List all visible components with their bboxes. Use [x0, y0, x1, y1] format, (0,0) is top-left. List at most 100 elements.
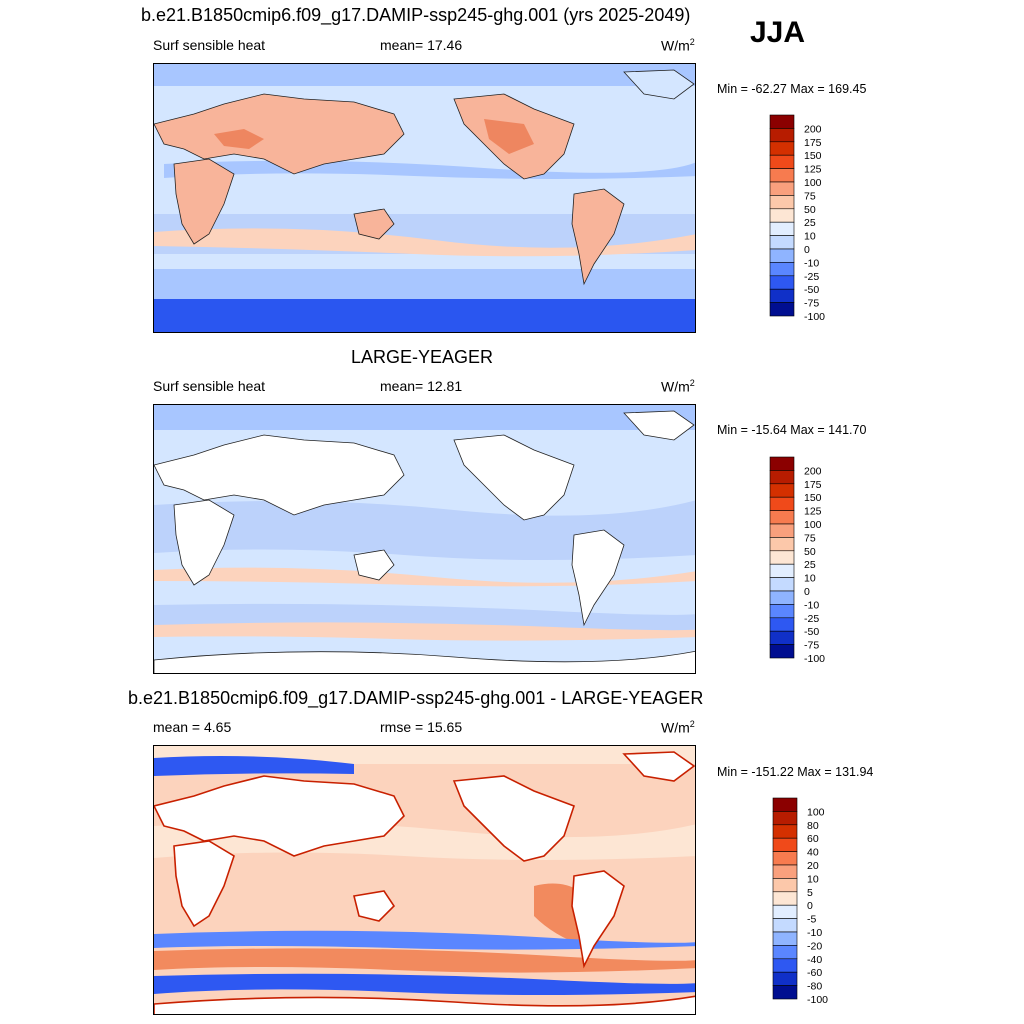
colorbar-swatch	[769, 141, 795, 156]
colorbar-tick-label: -75	[804, 298, 819, 310]
colorbar-swatch	[769, 590, 795, 605]
colorbar-swatch	[772, 864, 798, 879]
colorbar-swatch	[769, 128, 795, 143]
colorbar-swatch	[772, 837, 798, 852]
colorbar-swatch	[772, 824, 798, 839]
colorbar-swatch	[769, 195, 795, 210]
colorbar-swatch	[769, 114, 795, 129]
colorbar-tick-label: 100	[804, 519, 822, 531]
colorbar-swatch	[769, 550, 795, 565]
colorbar-tick-label: 175	[804, 479, 822, 491]
colorbar-swatch	[769, 523, 795, 538]
colorbar-swatch	[769, 262, 795, 277]
colorbar-tick-label: 50	[804, 546, 816, 558]
panel-2-mean-label: mean= 12.81	[380, 378, 463, 394]
colorbar-tick-label: 20	[807, 860, 819, 872]
colorbar-swatch	[769, 168, 795, 183]
colorbar-tick-label: -80	[807, 981, 822, 993]
panel-2-variable-label: Surf sensible heat	[153, 378, 266, 394]
panel-2-units: W/m2	[661, 378, 695, 395]
colorbar-tick-label: -40	[807, 954, 822, 966]
colorbar-swatch	[769, 235, 795, 250]
colorbar-tick-label: -100	[804, 311, 825, 323]
colorbar-swatch	[769, 275, 795, 290]
panel-3-units: W/m2	[661, 719, 695, 736]
land-masses	[154, 410, 695, 673]
colorbar-tick-label: -75	[804, 640, 819, 652]
panel-3-title: b.e21.B1850cmip6.f09_g17.DAMIP-ssp245-gh…	[128, 688, 704, 708]
colorbar-tick-label: -20	[807, 940, 822, 952]
colorbar-tick-label: -10	[807, 927, 822, 939]
colorbar-tick-label: 40	[807, 847, 819, 859]
colorbar-tick-label: -5	[807, 914, 816, 926]
colorbar-swatch	[769, 577, 795, 592]
panel-3-map	[153, 745, 696, 1015]
panel-2-colorbar: 200 175 150 125 100 75 50 25 10 0 -10 -25 -50 -75 -100	[769, 456, 970, 677]
colorbar-tick-label: 60	[807, 833, 819, 845]
colorbar-swatch	[772, 918, 798, 933]
colorbar-swatch	[769, 617, 795, 632]
panel-1-minmax: Min = -62.27 Max = 169.45	[717, 82, 867, 96]
colorbar-swatch	[769, 248, 795, 263]
colorbar-tick-label: 125	[804, 506, 822, 518]
panel-3-colorbar: 100 80 60 40 20 10 5 0 -5 -10 -20 -40 -60 -80 -100	[772, 797, 973, 1018]
colorbar-tick-label: -10	[804, 257, 819, 269]
colorbar-tick-label: 150	[804, 150, 822, 162]
colorbar-tick-label: 0	[807, 900, 813, 912]
colorbar-tick-label: 75	[804, 190, 816, 202]
colorbar-swatch	[769, 154, 795, 169]
panel-1-map	[153, 63, 696, 333]
panel-3-minmax: Min = -151.22 Max = 131.94	[717, 765, 874, 779]
colorbar-swatch	[769, 288, 795, 303]
colorbar-swatch	[769, 456, 795, 471]
colorbar-tick-label: -25	[804, 271, 819, 283]
colorbar-swatch	[772, 878, 798, 893]
colorbar-tick-label: 175	[804, 137, 822, 149]
colorbar-swatch	[772, 891, 798, 906]
colorbar-swatch	[769, 644, 795, 659]
panel-2-map	[153, 404, 696, 674]
colorbar-tick-label: 200	[804, 465, 822, 477]
colorbar-swatch	[769, 496, 795, 511]
panel-1-colorbar: 200 175 150 125 100 75 50 25 10 0 -10 -25 -50 -75 -100	[769, 114, 970, 335]
colorbar-swatch	[772, 904, 798, 919]
colorbar-tick-label: 0	[804, 586, 810, 598]
colorbar-tick-label: 25	[804, 559, 816, 571]
colorbar-tick-label: 5	[807, 887, 813, 899]
colorbar-swatch	[769, 221, 795, 236]
colorbar-tick-label: 10	[807, 873, 819, 885]
colorbar-tick-label: 150	[804, 492, 822, 504]
colorbar-swatch	[772, 945, 798, 960]
colorbar-tick-label: -100	[804, 653, 825, 665]
panel-1-title: b.e21.B1850cmip6.f09_g17.DAMIP-ssp245-gh…	[141, 5, 691, 25]
colorbar-tick-label: -25	[804, 613, 819, 625]
colorbar-tick-label: 100	[807, 806, 825, 818]
colorbar-tick-label: 10	[804, 231, 816, 243]
panel-1-units: W/m2	[661, 37, 695, 54]
panel-1-mean-label: mean= 17.46	[380, 37, 463, 53]
colorbar-swatch	[772, 971, 798, 986]
colorbar-swatch	[769, 510, 795, 525]
colorbar-tick-label: -50	[804, 626, 819, 638]
panel-1-variable-label: Surf sensible heat	[153, 37, 266, 53]
colorbar-tick-label: 0	[804, 244, 810, 256]
colorbar-tick-label: -10	[804, 599, 819, 611]
colorbar-tick-label: -50	[804, 284, 819, 296]
colorbar-tick-label: 200	[804, 123, 822, 135]
colorbar-swatch	[769, 208, 795, 223]
colorbar-swatch	[769, 483, 795, 498]
season-label: JJA	[750, 16, 806, 49]
colorbar-tick-label: 100	[804, 177, 822, 189]
colorbar-tick-label: -100	[807, 994, 828, 1006]
colorbar-swatch	[772, 811, 798, 826]
panel-3-mean-label: mean = 4.65	[153, 719, 232, 735]
panel-2-title: LARGE-YEAGER	[351, 347, 494, 367]
colorbar-tick-label: 10	[804, 573, 816, 585]
colorbar-tick-label: 75	[804, 532, 816, 544]
colorbar-tick-label: 80	[807, 820, 819, 832]
land-masses	[154, 751, 695, 1014]
colorbar-swatch	[769, 470, 795, 485]
colorbar-swatch	[769, 181, 795, 196]
colorbar-swatch	[772, 985, 798, 1000]
panel-3-rmse-label: rmse = 15.65	[380, 719, 463, 735]
